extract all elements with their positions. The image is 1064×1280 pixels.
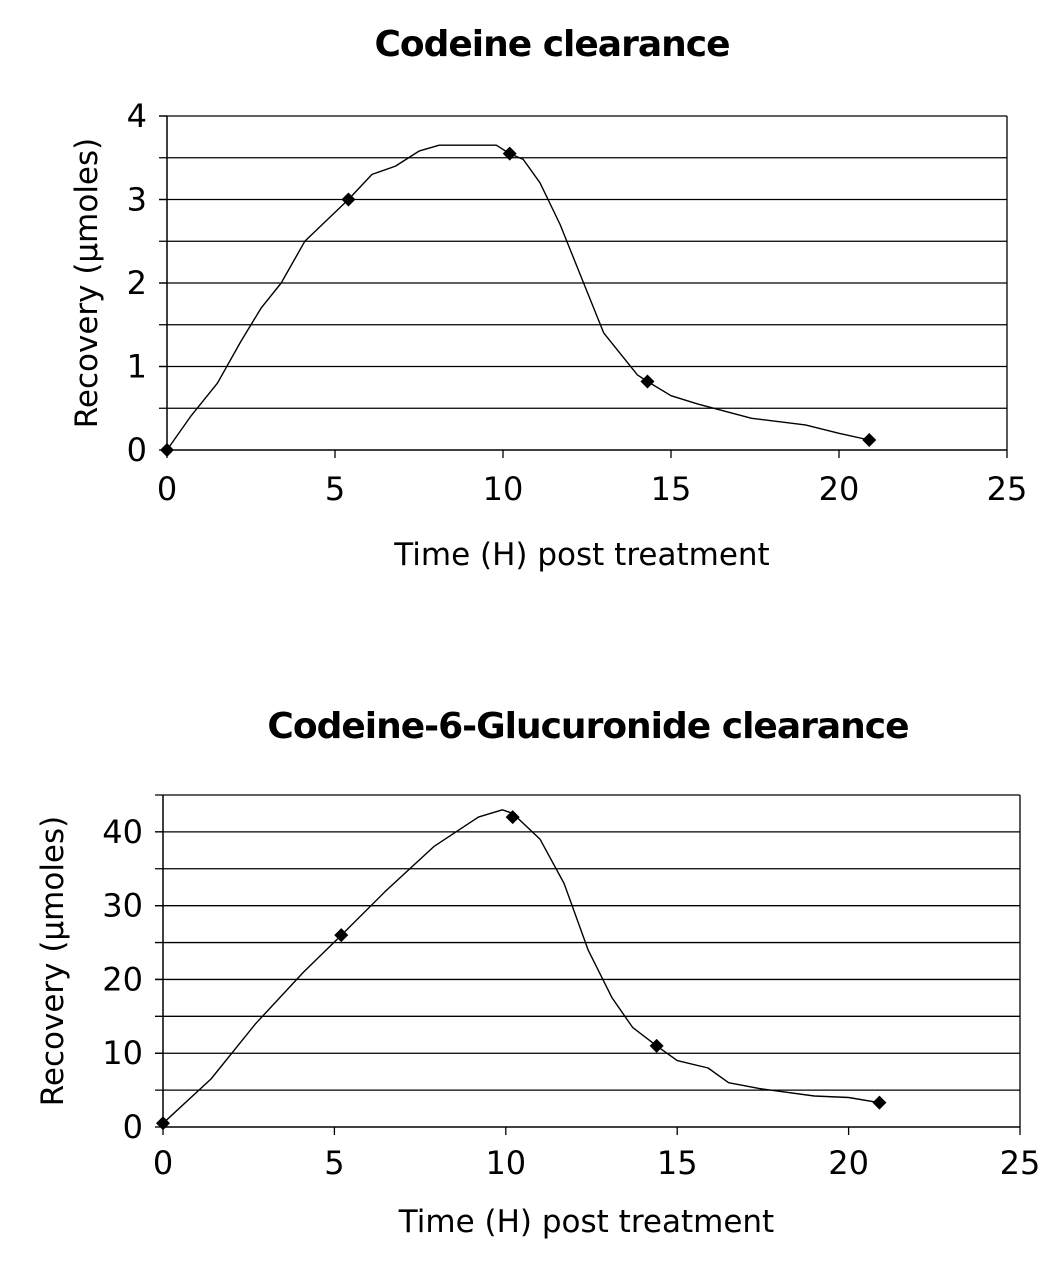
- data-point-marker: [502, 146, 517, 161]
- y-tick-label: 30: [102, 887, 143, 925]
- codeine-clearance-chart: Codeine clearance 0 1 2 3 4 0 5 10 15 20 25 Time (H…: [69, 24, 1028, 573]
- y-tick-label: 4: [127, 97, 147, 135]
- x-tick-label: 20: [819, 470, 860, 508]
- data-point-marker: [341, 192, 356, 207]
- y-tick-label: 40: [102, 813, 143, 851]
- x-tick-label: 25: [1000, 1144, 1041, 1182]
- y-axis-label: Recovery (μmoles): [69, 138, 105, 429]
- y-tick-label: 10: [102, 1034, 143, 1072]
- data-point-marker: [872, 1095, 887, 1110]
- series-line: [166, 144, 870, 451]
- data-point-marker: [649, 1038, 664, 1053]
- x-axis-label: Time (H) post treatment: [398, 1204, 774, 1240]
- y-tick-label: 0: [127, 431, 147, 469]
- codeine-6-glucuronide-clearance-plot: 0 10 20 30 40 0 5 10 15 20 25 Time (H) post treatme…: [35, 794, 1041, 1240]
- series-line: [162, 809, 880, 1124]
- codeine-6-glucuronide-clearance-chart: Codeine-6-Glucuronide clearance 0 10 20 30 4…: [0, 640, 1064, 1280]
- y-tick-label: 20: [102, 960, 143, 998]
- y-axis-label: Recovery (μmoles): [35, 816, 71, 1107]
- data-point-marker: [156, 1116, 170, 1131]
- y-tick-label: 1: [127, 348, 147, 386]
- x-tick-label: 10: [483, 470, 524, 508]
- data-point-marker: [862, 432, 877, 447]
- y-tick-label: 3: [127, 181, 147, 219]
- x-tick-label: 10: [485, 1144, 526, 1182]
- data-point-marker: [640, 374, 655, 389]
- x-tick-label: 5: [325, 470, 345, 508]
- data-point-marker: [505, 810, 520, 825]
- chart-title: Codeine clearance: [374, 24, 730, 65]
- x-tick-label: 15: [651, 470, 692, 508]
- y-tick-label: 0: [123, 1108, 143, 1146]
- x-tick-label: 25: [987, 470, 1028, 508]
- data-point-marker: [334, 928, 349, 943]
- chart-title: Codeine-6-Glucuronide clearance: [267, 706, 909, 747]
- codeine-clearance-plot: 0 1 2 3 4 0 5 10 15 20 25 Time (H) post treatment Re…: [69, 97, 1028, 573]
- x-tick-label: 0: [157, 470, 177, 508]
- y-tick-label: 2: [127, 264, 147, 302]
- x-tick-label: 5: [324, 1144, 344, 1182]
- data-point-marker: [160, 443, 174, 457]
- x-tick-label: 15: [657, 1144, 698, 1182]
- x-tick-label: 0: [153, 1144, 173, 1182]
- x-tick-label: 20: [828, 1144, 869, 1182]
- x-axis-label: Time (H) post treatment: [393, 537, 769, 573]
